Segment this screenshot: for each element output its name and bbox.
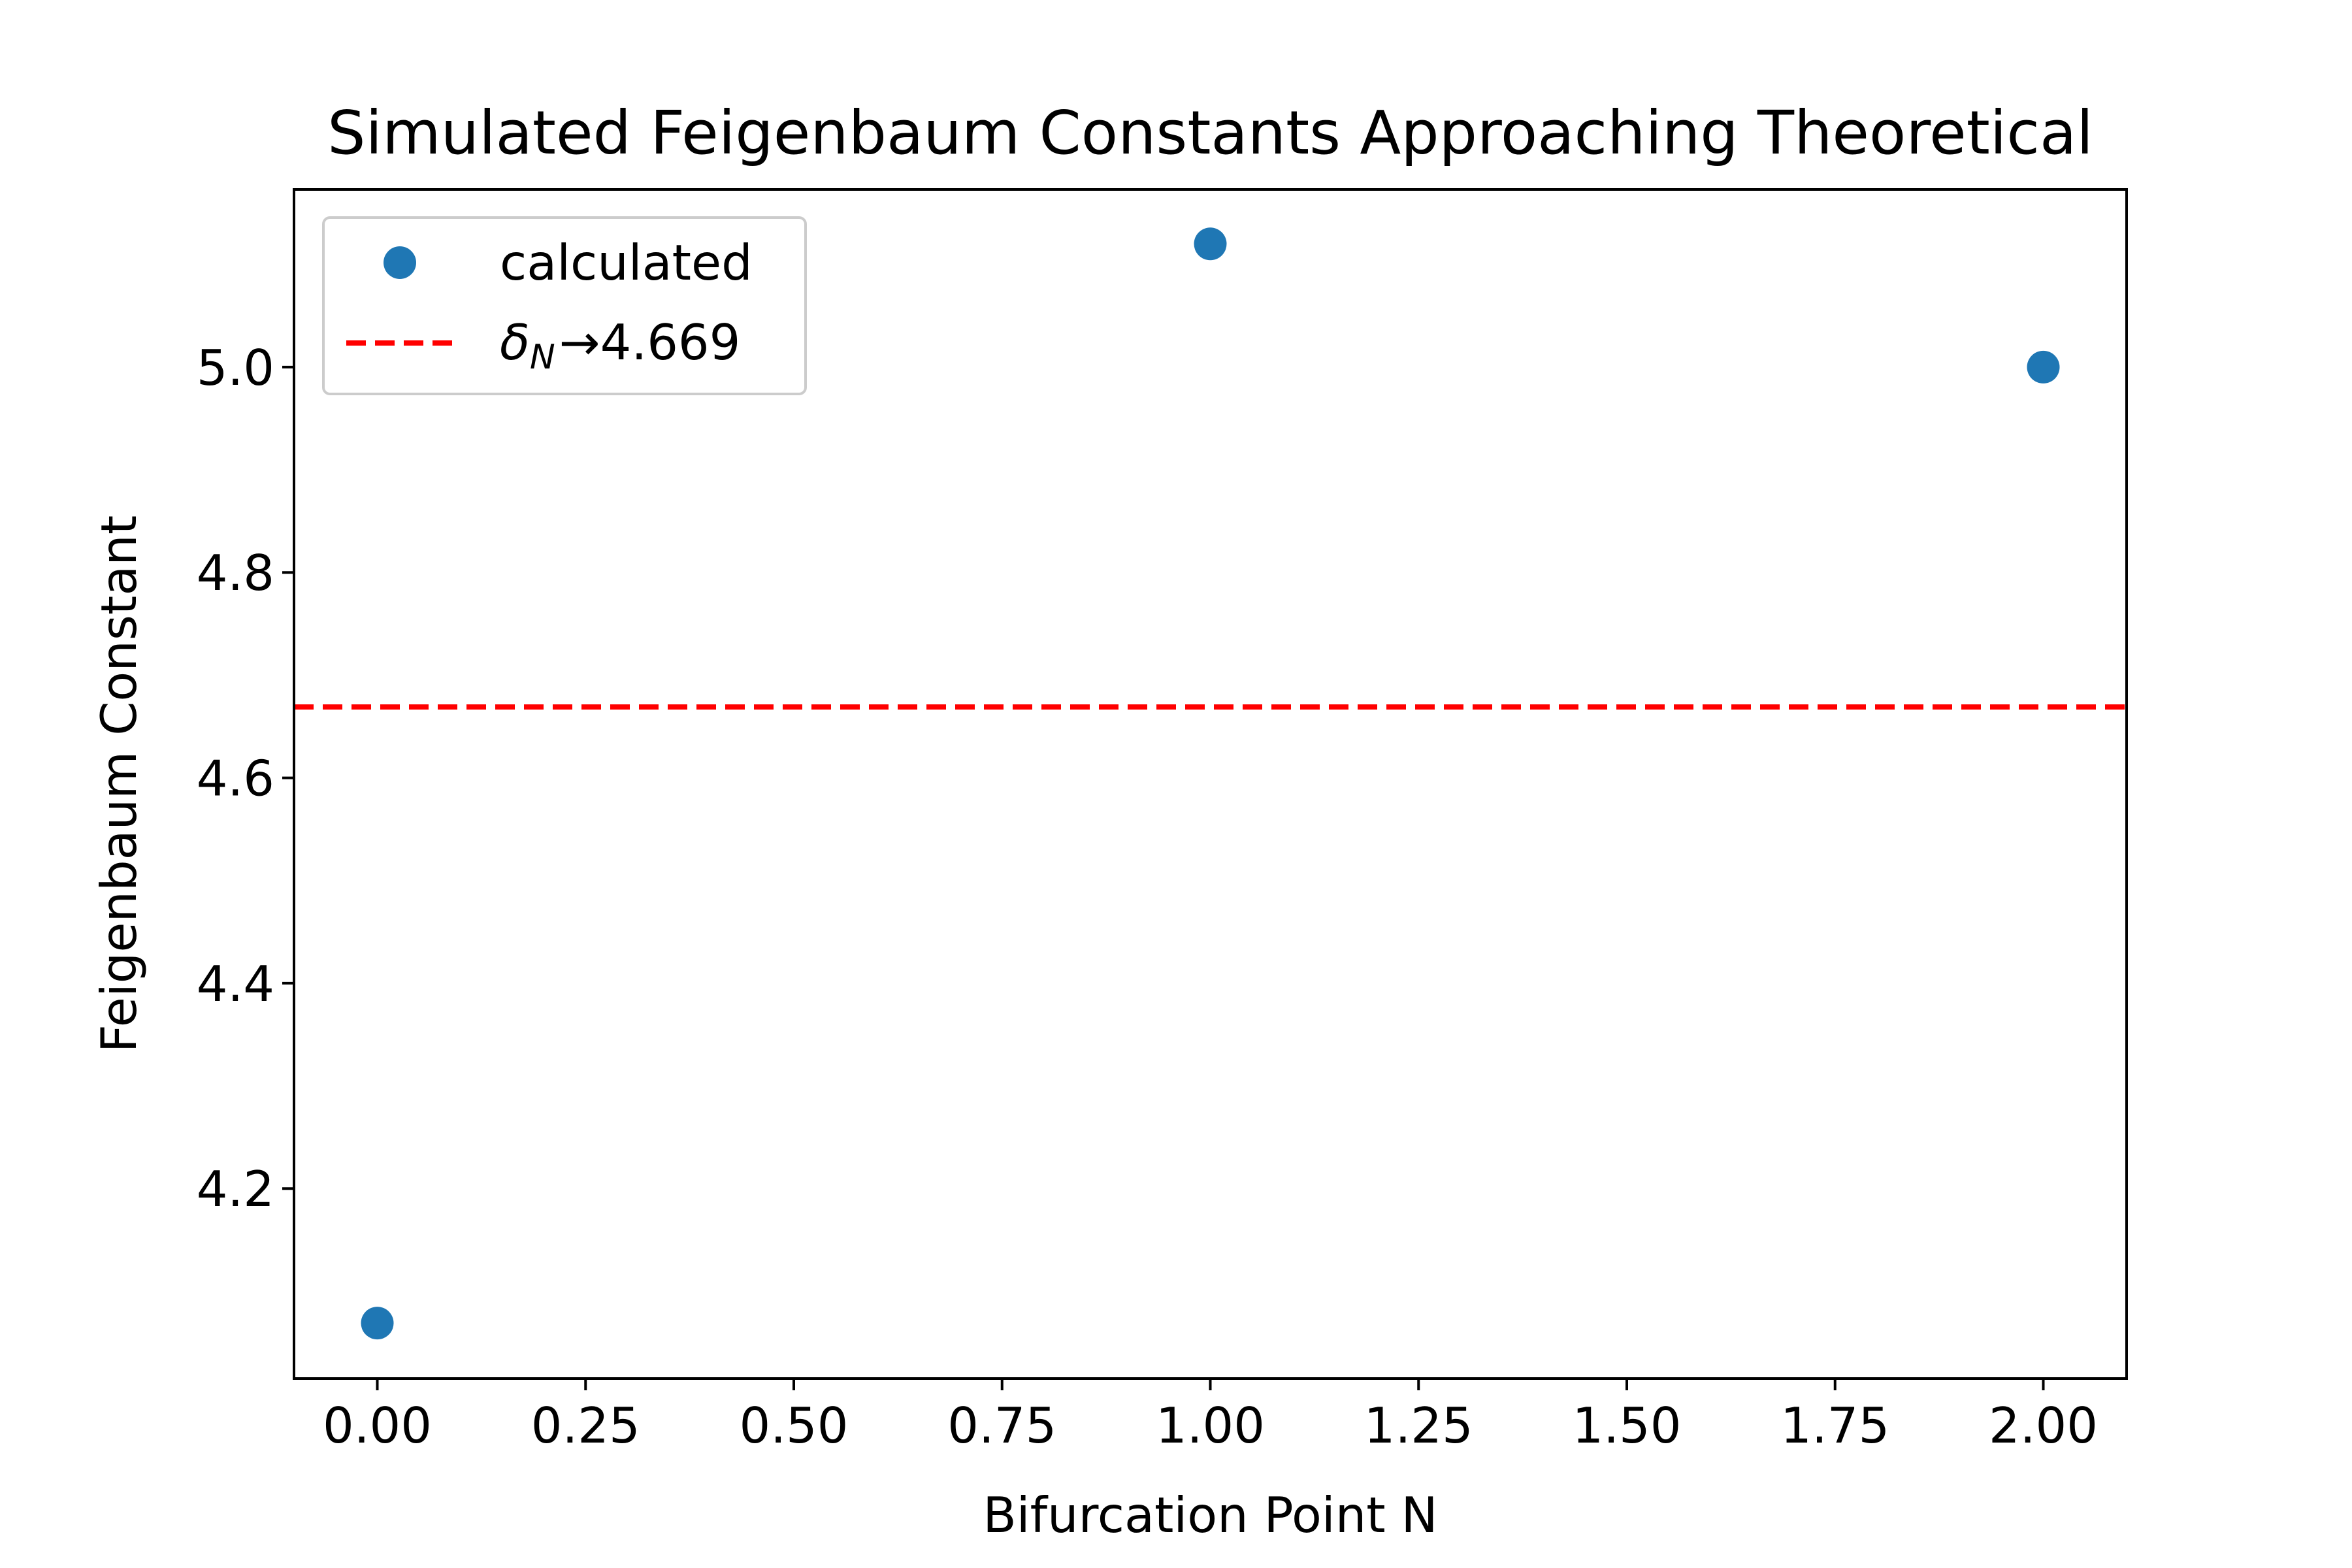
- x-tick-label: 0.50: [740, 1397, 849, 1454]
- plot-area-frame: [293, 188, 2128, 1380]
- y-tick-label: 4.2: [197, 1160, 274, 1218]
- data-point: [1194, 227, 1227, 261]
- data-points-layer: [361, 227, 2060, 1340]
- legend-label-reference: δN→4.669: [500, 314, 740, 377]
- legend-label-calculated: calculated: [500, 234, 753, 291]
- legend-label-symbol: δ: [500, 314, 530, 371]
- x-tick-label: 1.25: [1364, 1397, 1473, 1454]
- y-axis-label: Feigenbaum Constant: [90, 515, 148, 1053]
- chart-title: Simulated Feigenbaum Constants Approachi…: [327, 98, 2093, 168]
- legend-label-subscript: N: [530, 338, 555, 377]
- legend-marker-calculated: [384, 246, 416, 279]
- y-tick-label: 5.0: [197, 339, 274, 397]
- legend-label-value: →4.669: [559, 314, 741, 371]
- legend-box: [322, 216, 807, 395]
- x-axis-label: Bifurcation Point N: [983, 1486, 1437, 1544]
- x-tick-label: 1.50: [1573, 1397, 1682, 1454]
- legend: calculated δN→4.669: [322, 216, 807, 395]
- data-point: [361, 1307, 394, 1340]
- x-tick-label: 0.25: [531, 1397, 640, 1454]
- y-axis-ticks: 4.2 4.4 4.6 4.8 5.0: [197, 339, 294, 1218]
- x-tick-label: 1.00: [1156, 1397, 1265, 1454]
- x-tick-label: 0.75: [947, 1397, 1056, 1454]
- x-tick-label: 2.00: [1989, 1397, 2098, 1454]
- x-axis-ticks: 0.00 0.25 0.50 0.75 1.00 1.25 1.50 1.75 2.00: [323, 1379, 2098, 1454]
- y-tick-label: 4.6: [197, 750, 274, 808]
- x-tick-label: 1.75: [1780, 1397, 1889, 1454]
- y-tick-label: 4.4: [197, 955, 274, 1013]
- y-tick-label: 4.8: [197, 544, 274, 602]
- x-tick-label: 0.00: [323, 1397, 432, 1454]
- data-point: [2027, 350, 2060, 384]
